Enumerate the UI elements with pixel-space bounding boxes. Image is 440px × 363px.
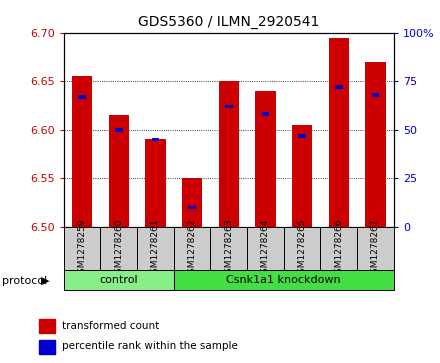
Text: GSM1278262: GSM1278262 xyxy=(187,219,197,279)
Text: transformed count: transformed count xyxy=(62,321,160,331)
Bar xyxy=(64,227,100,270)
Bar xyxy=(255,91,275,227)
Bar xyxy=(329,37,349,227)
Text: GSM1278267: GSM1278267 xyxy=(371,219,380,279)
Bar xyxy=(210,227,247,270)
Bar xyxy=(335,85,343,89)
Bar xyxy=(182,178,202,227)
Text: percentile rank within the sample: percentile rank within the sample xyxy=(62,341,238,351)
Text: GSM1278263: GSM1278263 xyxy=(224,219,233,279)
Title: GDS5360 / ILMN_2920541: GDS5360 / ILMN_2920541 xyxy=(138,15,319,29)
Bar xyxy=(174,270,394,290)
Text: GSM1278260: GSM1278260 xyxy=(114,219,123,279)
Bar xyxy=(64,270,174,290)
Text: protocol: protocol xyxy=(2,276,48,286)
Bar xyxy=(225,105,233,109)
Text: GSM1278264: GSM1278264 xyxy=(261,219,270,279)
Bar xyxy=(39,319,55,333)
Bar xyxy=(372,93,379,97)
Bar xyxy=(152,138,159,142)
Bar xyxy=(100,227,137,270)
Bar xyxy=(137,227,174,270)
Bar xyxy=(298,134,306,138)
Bar xyxy=(357,227,394,270)
Text: GSM1278266: GSM1278266 xyxy=(334,219,343,279)
Bar xyxy=(109,115,129,227)
Bar xyxy=(292,125,312,227)
Text: ▶: ▶ xyxy=(40,276,49,286)
Bar xyxy=(145,139,165,227)
Text: GSM1278259: GSM1278259 xyxy=(77,219,87,279)
Bar xyxy=(72,76,92,227)
Bar xyxy=(174,227,210,270)
Bar xyxy=(365,62,385,227)
Text: control: control xyxy=(99,276,138,285)
Bar xyxy=(320,227,357,270)
Bar xyxy=(39,340,55,354)
Text: Csnk1a1 knockdown: Csnk1a1 knockdown xyxy=(227,276,341,285)
Bar xyxy=(247,227,284,270)
Bar xyxy=(78,95,86,99)
Bar xyxy=(262,112,269,116)
Text: GSM1278261: GSM1278261 xyxy=(151,219,160,279)
Text: GSM1278265: GSM1278265 xyxy=(297,219,307,279)
Bar xyxy=(188,205,196,209)
Bar xyxy=(115,128,123,132)
Bar xyxy=(219,81,239,227)
Bar xyxy=(284,227,320,270)
